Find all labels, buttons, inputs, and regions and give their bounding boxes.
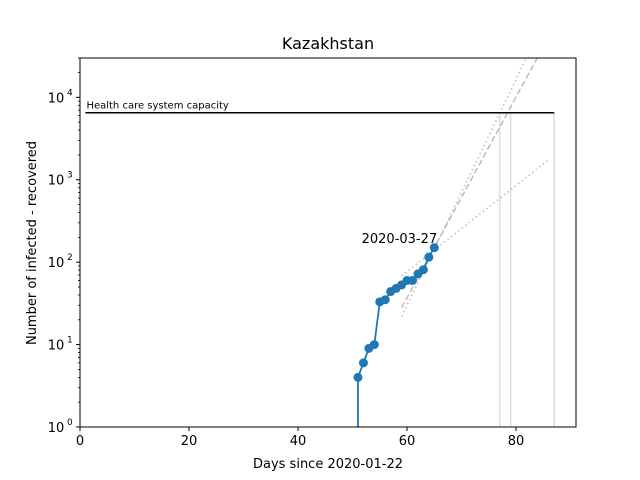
projection-dotted-line <box>401 159 550 277</box>
y-axis-label: Number of infected - recovered <box>25 141 40 345</box>
plot-clipped-group <box>85 58 555 427</box>
x-axis-label: Days since 2020-01-22 <box>253 457 403 472</box>
y-tick-label: 10 <box>48 339 65 354</box>
x-tick-label: 0 <box>76 434 84 449</box>
series-point <box>369 340 379 350</box>
plot-area: Health care system capacity 2020-03-27 <box>85 58 555 427</box>
axes-frame <box>79 57 577 428</box>
capacity-label: Health care system capacity <box>86 101 228 112</box>
y-tick-exponent: 3 <box>67 171 73 181</box>
x-tick-label: 60 <box>399 434 416 449</box>
y-tick-label: 10 <box>48 256 65 271</box>
series-line <box>357 247 436 427</box>
y-tick-exponent: 4 <box>67 88 73 98</box>
series-point <box>358 358 368 368</box>
series-point <box>353 372 363 382</box>
y-tick-label: 10 <box>48 91 65 106</box>
x-tick-label: 80 <box>508 434 525 449</box>
y-tick-exponent: 0 <box>67 418 73 428</box>
x-tick-label: 40 <box>290 434 307 449</box>
y-tick-label: 10 <box>48 421 65 436</box>
series-point <box>407 275 417 285</box>
y-tick-exponent: 2 <box>67 253 73 263</box>
series-point <box>429 243 439 253</box>
series-point <box>380 295 390 305</box>
y-tick-label: 10 <box>48 174 65 189</box>
projection-dotted-line <box>400 58 528 317</box>
date-annotation: 2020-03-27 <box>362 232 438 247</box>
series-point <box>418 265 428 275</box>
y-tick-exponent: 1 <box>67 336 73 346</box>
chart-title: Kazakhstan <box>282 34 374 53</box>
series-point <box>424 252 434 262</box>
x-tick-label: 20 <box>181 434 198 449</box>
